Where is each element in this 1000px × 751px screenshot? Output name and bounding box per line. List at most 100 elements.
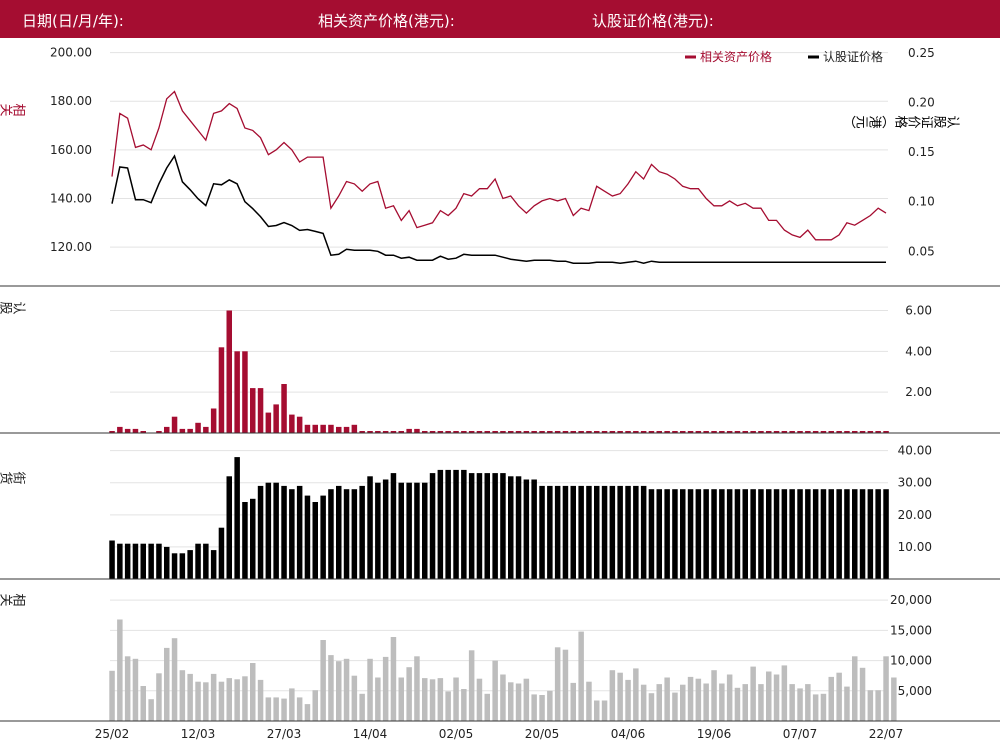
warrant-price-axis-tick-1: 0.10	[908, 195, 935, 209]
outstanding-bar	[398, 482, 404, 579]
asset-price-axis-tick-1: 140.00	[50, 191, 92, 205]
warrant-turnover-bar	[742, 431, 748, 433]
outstanding-bar	[805, 489, 811, 579]
warrant-turnover-bar	[867, 431, 874, 433]
x-axis-label-8: 07/07	[783, 727, 818, 741]
warrant-turnover-bar	[812, 431, 819, 433]
warrant-turnover-bar	[242, 351, 248, 433]
asset-turnover-bar	[445, 691, 451, 721]
outstanding-bar	[281, 485, 287, 579]
warrant-turnover-bar	[562, 431, 569, 433]
warrant-turnover-bar	[656, 431, 662, 433]
outstanding-bar	[250, 498, 256, 579]
outstanding-bar	[304, 495, 311, 579]
asset-turnover-bar	[265, 697, 272, 721]
warrant-turnover-bar	[570, 431, 576, 433]
warrant-turnover-bar	[124, 428, 131, 433]
asset-turnover-bar	[703, 683, 709, 721]
asset-turnover-bar	[805, 684, 811, 721]
asset-turnover-bar	[367, 658, 373, 721]
warrant-price-line	[111, 154, 886, 264]
warrant-turnover-axis-label: 认股证成交额（百万）	[0, 299, 26, 315]
outstanding-bar	[836, 489, 842, 579]
warrant-turnover-bar	[852, 431, 858, 433]
warrant-turnover-bar	[726, 431, 733, 433]
warrant-turnover-bar	[758, 431, 764, 433]
asset-turnover-bar	[656, 684, 662, 721]
warrant-price-axis-label: 认股证价格（港元）	[843, 113, 960, 129]
warrant-turnover-bar	[226, 310, 232, 433]
asset-turnover-bar	[820, 693, 827, 721]
asset-turnover-bar	[124, 656, 131, 721]
warrant-turnover-bar	[461, 431, 467, 433]
asset-price-axis-label: 相关资产价格（港元）	[0, 101, 26, 117]
asset-turnover-bar	[273, 697, 279, 721]
warrant-turnover-bar	[672, 431, 678, 433]
outstanding-bar	[680, 489, 686, 579]
outstanding-bar	[609, 485, 616, 579]
asset-turnover-bar	[695, 678, 702, 721]
outstanding-bar	[562, 485, 569, 579]
outstanding-bar	[273, 482, 279, 579]
outstanding-bar	[461, 469, 467, 579]
outstanding-bar	[664, 489, 670, 579]
warrant-turnover-bar	[531, 431, 537, 433]
asset-turnover-bar	[750, 666, 756, 721]
warrant-turnover-bar	[437, 431, 444, 433]
legend-warrant: 认股证价格	[823, 49, 883, 64]
warrant-turnover-bar	[711, 431, 717, 433]
asset-price-label: 相关资产价格(港元):	[318, 12, 455, 30]
asset-turnover-bar	[680, 684, 686, 721]
warrant-turnover-bar	[312, 424, 318, 433]
warrant-turnover-bar	[414, 428, 420, 433]
outstanding-bar	[578, 485, 584, 579]
outstanding-axis-tick-3: 40.00	[898, 444, 932, 458]
asset-turnover-bar	[617, 672, 623, 721]
warrant-turnover-bar	[281, 384, 287, 433]
warrant-turnover-bar	[203, 426, 209, 433]
asset-turnover-bar	[664, 677, 670, 721]
outstanding-bar	[210, 550, 217, 579]
outstanding-bar	[758, 489, 764, 579]
asset-turnover-bar	[594, 700, 600, 721]
warrant-turnover-bar	[828, 431, 834, 433]
asset-turnover-bar	[719, 683, 725, 721]
asset-turnover-bar	[406, 667, 412, 721]
outstanding-bar	[594, 485, 600, 579]
warrant-turnover-bar	[359, 431, 365, 433]
asset-turnover-bar	[414, 656, 420, 721]
asset-turnover-bar	[210, 673, 217, 721]
asset-turnover-bar	[171, 638, 178, 721]
outstanding-bar	[742, 489, 748, 579]
warrant-turnover-bar	[296, 416, 303, 433]
asset-turnover-bar	[234, 679, 240, 721]
asset-turnover-bar	[398, 677, 404, 721]
outstanding-bar	[844, 489, 850, 579]
asset-price-axis-tick-4: 200.00	[50, 46, 92, 60]
warrant-turnover-bar	[500, 431, 506, 433]
outstanding-bar	[351, 489, 358, 579]
warrant-turnover-bar	[445, 431, 451, 433]
asset-turnover-bar	[515, 683, 522, 721]
outstanding-bar	[789, 489, 795, 579]
outstanding-axis-label: 街货量（百万份）	[0, 469, 26, 485]
asset-turnover-bar	[570, 682, 576, 721]
asset-turnover-bar	[195, 681, 201, 721]
warrant-turnover-bar	[750, 431, 756, 433]
warrant-turnover-bar	[453, 431, 459, 433]
outstanding-bar	[359, 485, 365, 579]
outstanding-bar	[508, 476, 514, 579]
asset-turnover-axis-tick-3: 20,000	[890, 593, 932, 607]
asset-turnover-bar	[382, 656, 389, 721]
asset-turnover-bar	[828, 676, 834, 721]
warrant-turnover-bar	[156, 431, 162, 433]
asset-turnover-bar	[179, 670, 186, 721]
outstanding-bar	[328, 489, 334, 579]
outstanding-bar	[156, 543, 162, 579]
outstanding-bar	[711, 489, 717, 579]
warrant-turnover-bar	[844, 431, 850, 433]
outstanding-bar	[625, 485, 631, 579]
warrant-turnover-bar	[218, 347, 225, 434]
outstanding-bar	[265, 482, 272, 579]
outstanding-bar	[547, 485, 553, 579]
